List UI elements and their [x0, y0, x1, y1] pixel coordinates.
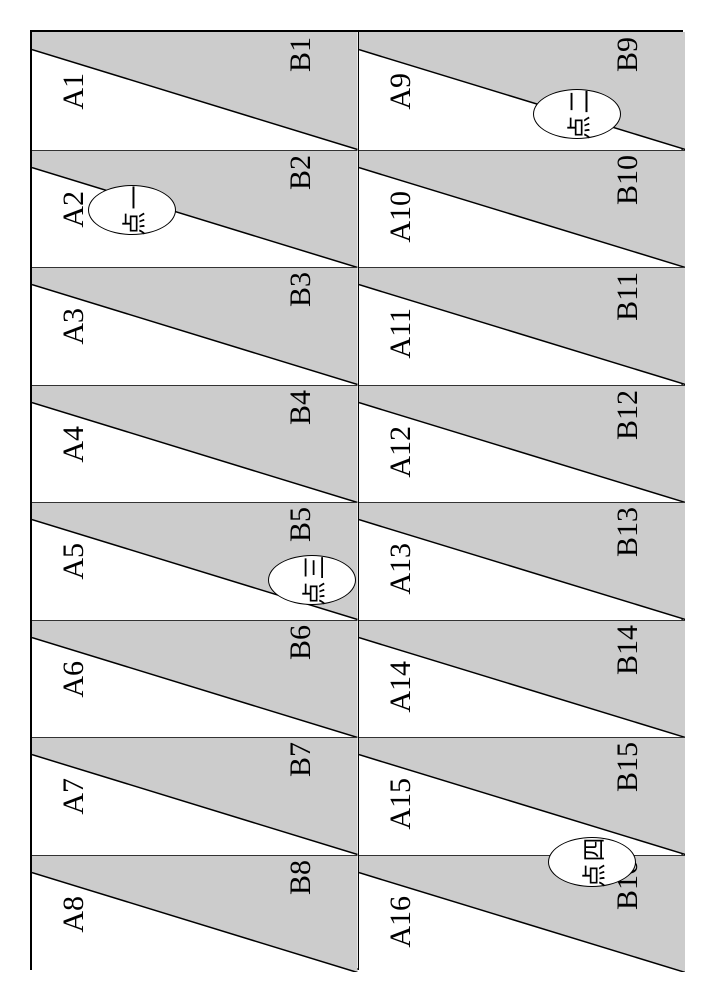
label-a-A4: A4: [57, 426, 91, 463]
left-row-2: A2 B2: [32, 150, 358, 268]
label-b-B1: B1: [284, 37, 318, 72]
right-row-4: A12 B12: [359, 385, 686, 503]
label-b-B11: B11: [611, 272, 645, 321]
label-a-A2: A2: [57, 191, 91, 228]
left-row-8: A8 B8: [32, 855, 358, 973]
left-row-1: A1 B1: [32, 32, 358, 150]
label-b-B15: B15: [611, 742, 645, 792]
right-row-2: A10 B10: [359, 150, 686, 268]
point-badge-1: 点一: [88, 185, 176, 235]
point-label: 点四: [575, 836, 610, 888]
label-a-A7: A7: [57, 778, 91, 815]
label-a-A11: A11: [384, 308, 418, 359]
left-row-6: A6 B6: [32, 620, 358, 738]
label-a-A14: A14: [384, 661, 418, 713]
label-a-A13: A13: [384, 543, 418, 595]
label-a-A3: A3: [57, 308, 91, 345]
left-row-4: A4 B4: [32, 385, 358, 503]
label-b-B8: B8: [284, 860, 318, 895]
label-a-A8: A8: [57, 896, 91, 933]
left-row-7: A7 B7: [32, 737, 358, 855]
point-badge-3: 点三: [268, 555, 356, 605]
point-label: 点三: [295, 554, 330, 606]
point-badge-2: 点二: [533, 89, 621, 139]
point-badge-4: 点四: [548, 837, 636, 887]
label-a-A15: A15: [384, 778, 418, 830]
label-b-B13: B13: [611, 507, 645, 557]
label-b-B10: B10: [611, 155, 645, 205]
label-b-B14: B14: [611, 625, 645, 675]
right-row-6: A14 B14: [359, 620, 686, 738]
label-b-B4: B4: [284, 390, 318, 425]
right-row-3: A11 B11: [359, 267, 686, 385]
right-row-1: A9 B9: [359, 32, 686, 150]
right-column: A9 B9 A10 B10 A11 B11 A12 B12 A13 B13 A14 B14 A15 B15…: [359, 32, 686, 968]
label-a-A10: A10: [384, 191, 418, 243]
label-b-B9: B9: [611, 37, 645, 72]
label-b-B6: B6: [284, 625, 318, 660]
point-label: 点一: [115, 184, 150, 236]
label-a-A16: A16: [384, 896, 418, 948]
left-row-3: A3 B3: [32, 267, 358, 385]
left-column: A1 B1 A2 B2 A3 B3 A4 B4 A5 B5 A6 B6 A7 B7 A8 B8: [32, 32, 359, 968]
diagram-frame: A1 B1 A2 B2 A3 B3 A4 B4 A5 B5 A6 B6 A7 B7 A8 B8 A9 B9 A10…: [30, 30, 683, 970]
label-b-B2: B2: [284, 155, 318, 190]
right-row-7: A15 B15: [359, 737, 686, 855]
label-b-B12: B12: [611, 390, 645, 440]
label-b-B3: B3: [284, 272, 318, 307]
right-row-5: A13 B13: [359, 502, 686, 620]
point-label: 点二: [560, 88, 595, 140]
right-row-8: A16B16: [359, 855, 686, 973]
label-a-A1: A1: [57, 73, 91, 110]
label-b-B7: B7: [284, 742, 318, 777]
label-a-A6: A6: [57, 661, 91, 698]
label-a-A9: A9: [384, 73, 418, 110]
label-a-A12: A12: [384, 426, 418, 478]
label-b-B5: B5: [284, 507, 318, 542]
label-a-A5: A5: [57, 543, 91, 580]
